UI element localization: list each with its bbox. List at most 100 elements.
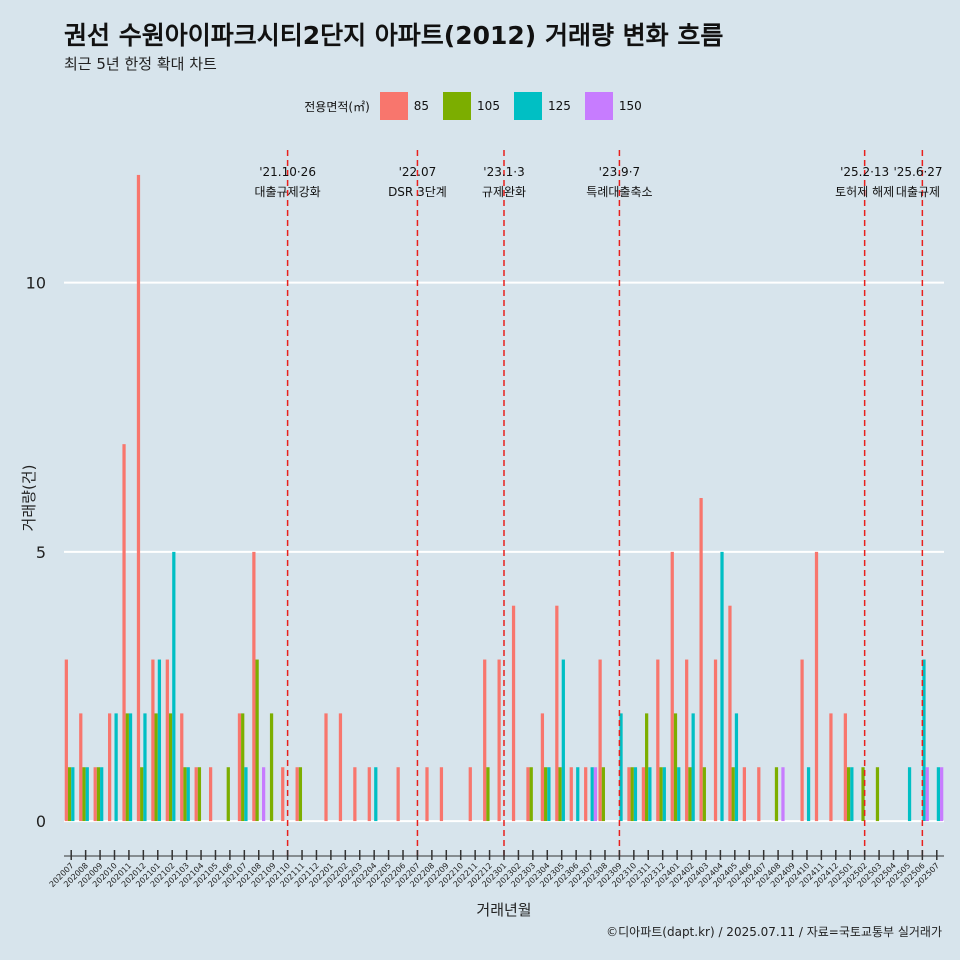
legend-label-125: 125 (547, 99, 571, 113)
bar-85-202208 (425, 767, 429, 822)
legend-key-125 (513, 92, 542, 120)
bar-85-202310 (627, 767, 631, 822)
bar-85-202304 (540, 713, 545, 822)
y-tick-label-5: 5 (36, 543, 46, 562)
bar-105-202007 (67, 767, 72, 822)
bar-150-202307 (593, 767, 598, 822)
bar-85-202012 (136, 174, 141, 822)
bar-125-202101 (157, 659, 162, 822)
bar-85-202204 (367, 767, 371, 822)
bar-125-202012 (143, 713, 147, 822)
bar-85-202401 (670, 551, 674, 822)
bar-85-202404 (713, 659, 718, 822)
x-axis-title: 거래년월 (476, 901, 531, 919)
bar-105-202008 (82, 767, 86, 822)
bar-105-202501 (846, 767, 851, 822)
bar-105-202502 (861, 767, 865, 822)
bar-105-202212 (486, 767, 490, 822)
bar-85-202308 (598, 659, 602, 822)
bar-85-202108 (252, 551, 256, 822)
event-label-4: 토허제 해제 (835, 185, 894, 199)
bar-125-202306 (576, 767, 580, 822)
bar-85-202410 (800, 659, 804, 822)
bar-85-202305 (555, 605, 559, 822)
bar-105-202104 (197, 767, 202, 822)
bar-125-202505 (907, 767, 912, 822)
bar-125-202011 (128, 713, 133, 822)
bar-125-202204 (374, 767, 378, 822)
event-date-0: '21.10·26 (259, 165, 316, 179)
bar-105-202408 (774, 767, 779, 822)
bar-125-202506 (922, 659, 926, 822)
event-label-5: 대출규제 (896, 185, 940, 199)
bar-85-202411 (814, 551, 819, 822)
bar-105-202108 (255, 659, 259, 822)
event-date-1: '22.07 (399, 165, 437, 179)
legend-label-150: 150 (618, 99, 642, 113)
bar-85-202011 (122, 444, 126, 822)
event-date-4: '25.2·13 (840, 165, 889, 179)
legend: 전용면적(㎡) 85 105 125 150 (0, 92, 960, 120)
y-axis-title: 거래량(건) (20, 465, 38, 532)
bar-105-202101 (154, 713, 158, 822)
bar-125-202309 (619, 713, 623, 822)
bar-105-202109 (269, 713, 274, 822)
bar-85-202209 (439, 767, 444, 822)
bar-105-202401 (673, 713, 678, 822)
bar-125-202307 (590, 767, 594, 822)
bar-125-202107 (244, 767, 248, 822)
bar-85-202306 (569, 767, 573, 822)
bar-105-202103 (183, 767, 187, 822)
bar-105-202402 (688, 767, 692, 822)
bar-85-202007 (64, 659, 68, 822)
event-label-1: DSR 3단계 (388, 185, 447, 199)
bar-85-202412 (829, 713, 833, 822)
bar-105-202102 (168, 713, 173, 822)
chart-title: 권선 수원아이파크시티2단지 아파트(2012) 거래량 변화 흐름 (64, 21, 724, 50)
bar-125-202010 (114, 713, 118, 822)
y-tick-label-10: 10 (26, 274, 46, 293)
bar-150-202507 (940, 767, 944, 822)
bar-85-202303 (526, 767, 530, 822)
bar-105-202310 (630, 767, 634, 822)
bar-125-202310 (633, 767, 638, 822)
bar-105-202312 (659, 767, 663, 822)
legend-label-105: 105 (477, 99, 500, 113)
bar-105-202107 (241, 713, 245, 822)
bar-85-202501 (843, 713, 847, 822)
event-label-3: 특례대출축소 (586, 185, 652, 199)
bar-85-202009 (93, 767, 97, 822)
bar-85-202406 (742, 767, 746, 822)
bar-105-202308 (601, 767, 605, 822)
legend-key-150 (584, 92, 613, 120)
bar-125-202009 (100, 767, 104, 822)
bar-85-202302 (511, 605, 516, 822)
bar-125-202102 (172, 551, 176, 822)
bar-150-202408 (781, 767, 785, 822)
legend-label-85: 85 (413, 99, 430, 113)
bar-125-202304 (547, 767, 551, 822)
bar-85-202312 (656, 659, 660, 822)
source-caption: ©디아파트(dapt.kr) / 2025.07.11 / 자료=국토교통부 실… (606, 925, 942, 939)
chart-subtitle: 최근 5년 한정 확대 차트 (64, 55, 217, 73)
event-label-0: 대출규제강화 (254, 185, 320, 199)
bar-125-202404 (720, 551, 724, 822)
bar-105-202503 (875, 767, 880, 822)
bar-85-202103 (180, 713, 184, 822)
y-tick-label-0: 0 (36, 812, 46, 831)
bar-150-202108 (262, 767, 266, 822)
legend-key-105 (443, 92, 472, 120)
legend-key-85 (379, 92, 408, 120)
bar-105-202304 (544, 767, 548, 822)
bar-105-202405 (731, 767, 735, 822)
bar-85-202110 (281, 767, 285, 822)
bar-85-202102 (165, 659, 169, 822)
bar-125-202410 (806, 767, 811, 822)
bar-85-202101 (151, 659, 155, 822)
bar-85-202201 (324, 713, 328, 822)
bar-125-202311 (648, 767, 652, 822)
bar-105-202305 (558, 767, 562, 822)
bar-85-202111 (295, 767, 299, 822)
bar-85-202212 (483, 659, 487, 822)
